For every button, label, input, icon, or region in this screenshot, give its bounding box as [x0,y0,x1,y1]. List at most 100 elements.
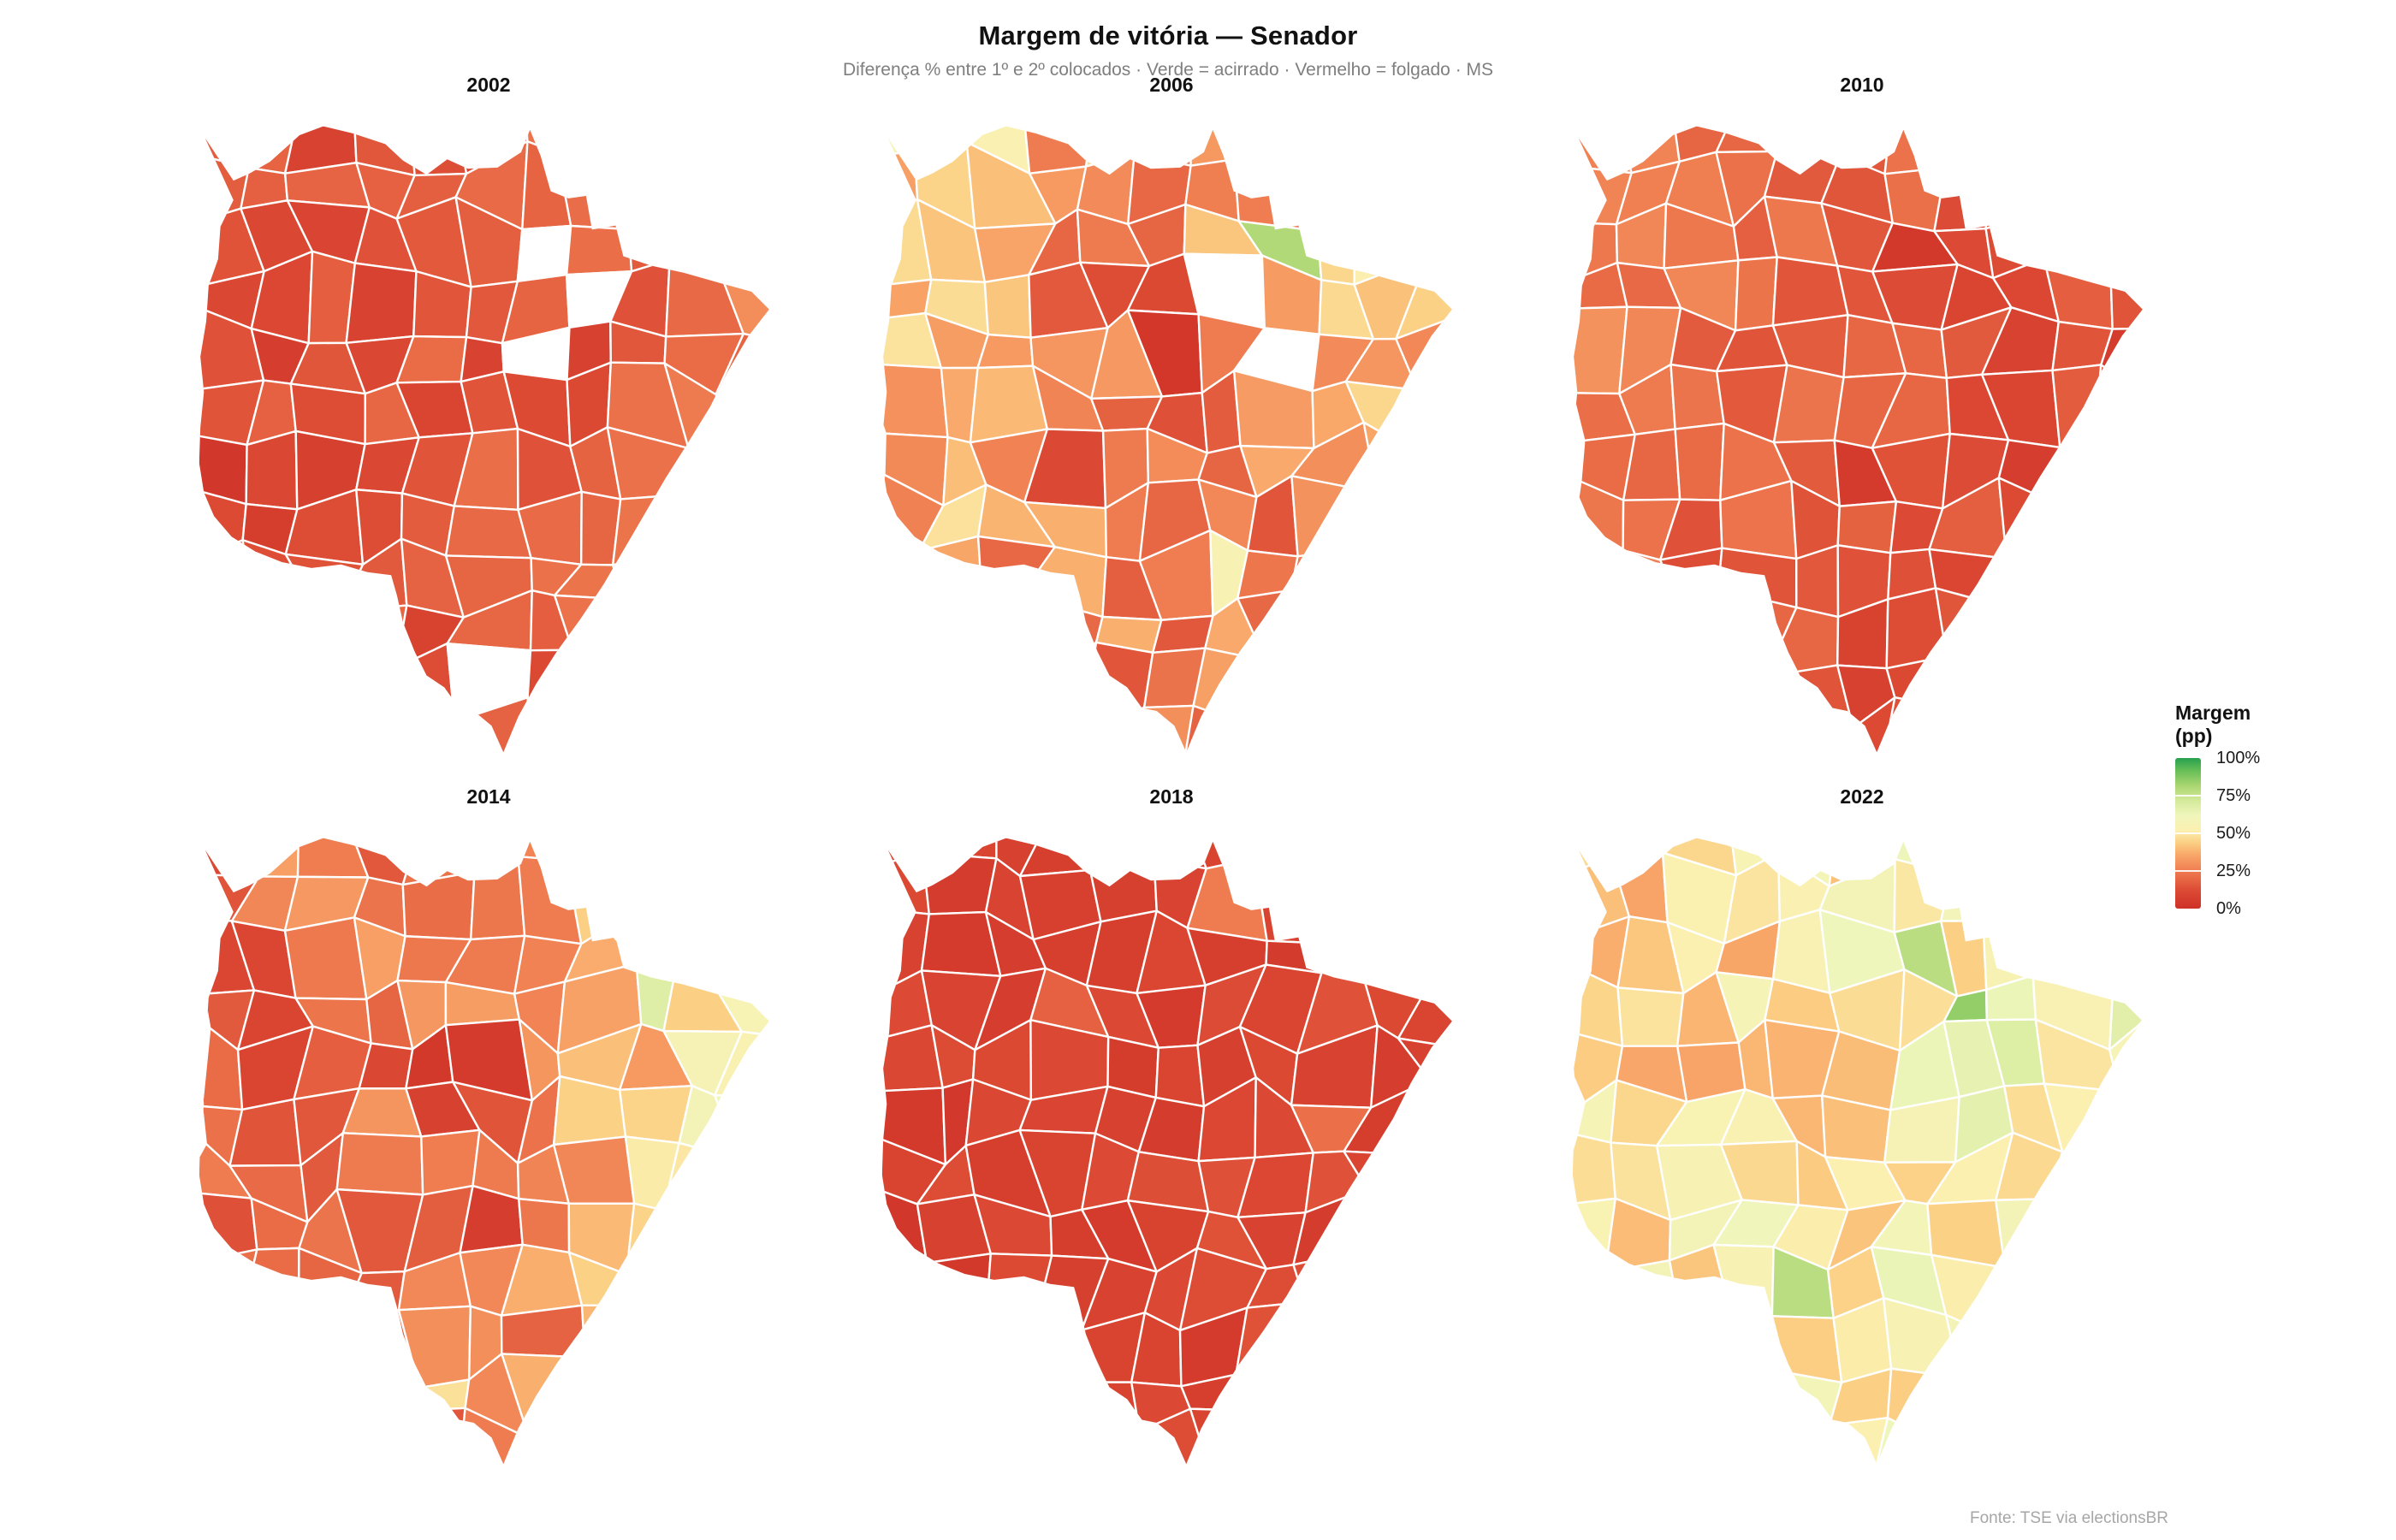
municipality-cell [580,1304,626,1359]
municipality-cell [2044,1198,2091,1278]
municipality-cell [2091,429,2143,510]
municipality-cell [2087,1197,2143,1277]
municipality-cell [245,429,299,511]
municipality-cell [237,651,317,716]
municipality-cell [2045,1354,2092,1432]
municipality-cell [287,1370,362,1443]
municipality-cell [2005,556,2057,610]
municipality-cell [565,224,633,276]
municipality-cell [660,1249,738,1320]
municipality-cell [881,838,936,871]
municipality-cell [667,478,738,557]
municipality-cell [2032,868,2120,927]
municipality-cell [199,431,248,506]
legend-title-unit: (pp) [2175,725,2213,747]
municipality-cell [734,432,769,489]
municipality-cell [984,1253,1053,1328]
municipality-cell [1397,1247,1452,1331]
municipality-cell [1572,1197,1617,1273]
municipality-cell [731,1430,769,1465]
municipality-cell [2047,534,2109,598]
municipality-cell [1603,699,1686,753]
municipality-cell [1233,145,1320,233]
municipality-cell [611,548,693,618]
choropleth-map-2006 [881,126,1452,753]
municipality-cell [565,838,627,884]
municipality-cell [939,696,983,753]
municipality-cell [1353,143,1422,230]
facet-label: 2002 [466,74,511,96]
legend-tick-mark [2175,832,2201,834]
municipality-cell [1770,1315,1843,1384]
municipality-cell [1572,838,1629,879]
municipality-cell [619,139,664,231]
municipality-cell [1663,1356,1721,1440]
municipality-cell [1604,1259,1679,1318]
municipality-cell [2085,1354,2143,1432]
municipality-cell [1572,646,1623,723]
municipality-cell [351,714,418,753]
municipality-cell [1419,220,1452,258]
municipality-cell [1776,725,1854,753]
municipality-cell [2051,364,2102,449]
municipality-cell [611,492,694,566]
municipality-cell [2055,658,2115,714]
municipality-cell [1293,860,1362,945]
municipality-cell [249,1370,317,1437]
municipality-missing [516,224,572,283]
municipality-cell [1404,852,1452,931]
municipality-cell [1929,707,2007,753]
municipality-cell [249,594,317,678]
municipality-cell [1404,915,1452,986]
municipality-cell [1718,1437,1796,1465]
municipality-cell [1249,660,1326,727]
municipality-cell [1979,1357,2060,1418]
municipality-cell [1609,604,1680,655]
facet-label: 2022 [1840,785,1884,808]
municipality-cell [1729,725,1793,753]
municipality-cell [1343,1150,1420,1211]
municipality-cell [556,649,638,724]
municipality-cell [1712,1243,1775,1333]
municipality-cell [659,642,750,721]
municipality-cell [1395,479,1452,542]
legend-tick-label: 0% [2216,899,2241,918]
municipality-cell [1344,126,1412,151]
chart-subtitle: Diferença % entre 1º e 2º colocados · Ve… [842,60,1494,80]
municipality-cell [881,150,919,225]
municipality-cell [662,1203,727,1259]
facet-2002: 2002 [185,72,792,770]
municipality-cell [2045,1304,2111,1360]
municipality-cell [1947,838,1994,890]
municipality-cell [1290,548,1355,595]
municipality-cell [345,262,418,345]
municipality-cell [1828,1416,1889,1465]
municipality-cell [2064,143,2110,206]
municipality-cell [622,1352,683,1437]
municipality-cell [292,1435,359,1465]
municipality-cell [2094,364,2143,447]
municipality-cell [1979,1410,2060,1465]
municipality-cell [1945,643,2007,720]
municipality-cell [1398,1412,1452,1465]
source-credit: Fonte: TSE via electionsBR [1970,1509,2168,1527]
municipality-cell [394,642,456,726]
municipality-cell [1669,363,1725,430]
municipality-cell [1978,1266,2049,1331]
municipality-cell [2085,534,2143,598]
municipality-cell [469,855,526,941]
municipality-cell [401,838,476,886]
municipality-cell [714,1093,769,1166]
legend-tick-label: 75% [2216,786,2251,805]
municipality-cell [1403,838,1452,880]
municipality-cell [734,1299,769,1381]
municipality-cell [1084,126,1152,168]
municipality-cell [881,1250,928,1327]
municipality-cell [1350,928,1430,986]
municipality-cell [398,1407,466,1465]
municipality-cell [915,1253,992,1327]
municipality-cell [661,214,737,261]
municipality-cell [730,601,769,656]
municipalities-layer [199,838,769,1465]
municipality-cell [1341,479,1429,552]
